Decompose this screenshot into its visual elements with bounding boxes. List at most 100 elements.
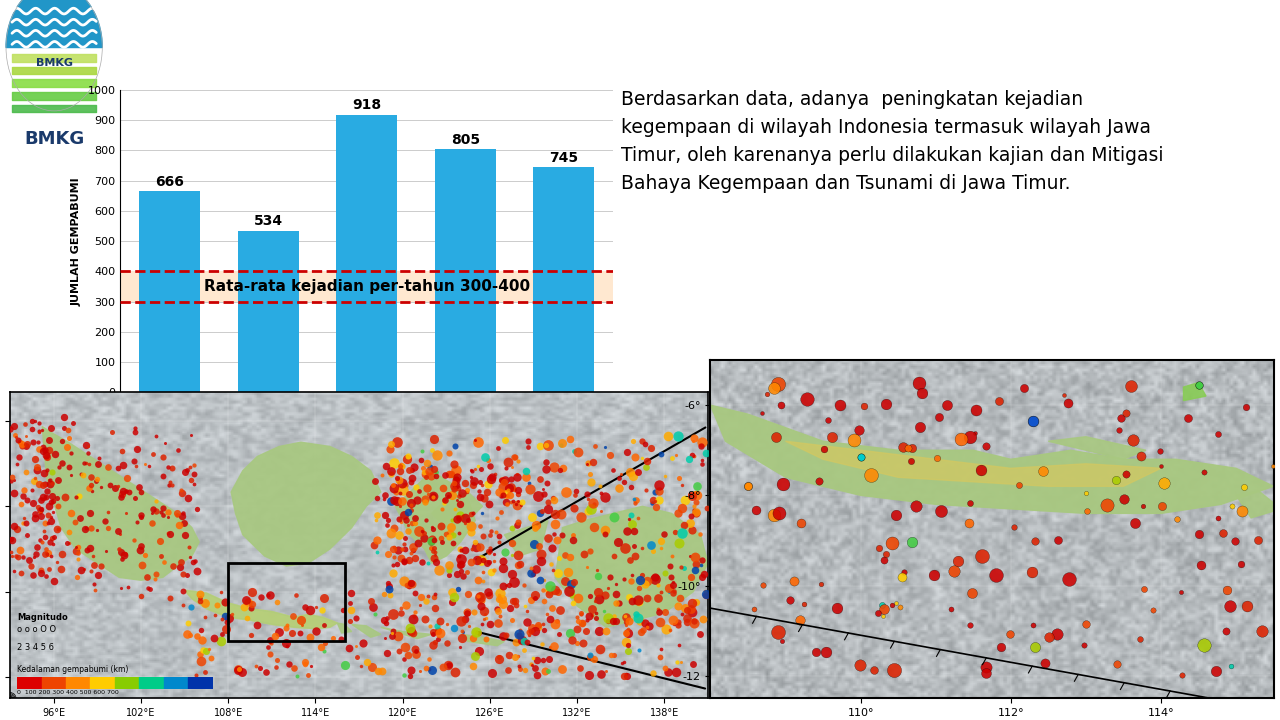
- Point: [444, 622, 465, 634]
- Point: [609, 482, 630, 494]
- Point: [1225, 535, 1245, 546]
- Point: [631, 626, 652, 638]
- Point: [383, 559, 403, 571]
- Point: [438, 490, 458, 502]
- Point: [67, 571, 87, 582]
- Point: [516, 472, 536, 483]
- Point: [481, 525, 502, 536]
- Point: [625, 597, 645, 608]
- Point: [682, 449, 703, 460]
- Point: [873, 610, 893, 621]
- Point: [631, 542, 652, 554]
- Point: [579, 610, 599, 621]
- Point: [421, 521, 442, 533]
- Point: [46, 492, 67, 504]
- Point: [502, 462, 522, 473]
- Point: [142, 518, 163, 529]
- Point: [250, 662, 270, 674]
- Point: [28, 417, 49, 428]
- Point: [180, 601, 201, 613]
- Point: [78, 440, 99, 451]
- Point: [131, 590, 151, 602]
- Point: [353, 636, 374, 648]
- Point: [189, 588, 210, 600]
- Point: [504, 484, 525, 495]
- Point: [402, 518, 422, 529]
- Point: [169, 519, 189, 531]
- Point: [444, 503, 465, 515]
- Point: [652, 542, 672, 554]
- Point: [951, 433, 972, 445]
- Point: [376, 612, 397, 624]
- Point: [558, 585, 579, 597]
- Point: [451, 553, 471, 564]
- Point: [1129, 633, 1149, 644]
- Point: [108, 526, 128, 537]
- Point: [518, 629, 539, 641]
- Point: [448, 550, 468, 562]
- Point: [404, 588, 425, 599]
- Point: [538, 439, 558, 451]
- Point: [675, 494, 695, 505]
- Point: [279, 658, 300, 670]
- Point: [401, 577, 421, 588]
- Point: [124, 455, 145, 467]
- Point: [632, 436, 653, 447]
- Point: [543, 492, 563, 503]
- Point: [493, 555, 513, 567]
- Point: [390, 552, 411, 564]
- Point: [664, 585, 685, 597]
- Point: [627, 595, 648, 606]
- Point: [645, 574, 666, 585]
- Point: [109, 528, 129, 540]
- Point: [508, 559, 529, 571]
- Point: [1, 533, 22, 544]
- Point: [814, 443, 835, 454]
- Point: [229, 663, 250, 675]
- Point: [42, 507, 63, 518]
- Point: [579, 670, 599, 681]
- Point: [426, 471, 447, 482]
- Point: [351, 660, 371, 672]
- Point: [429, 564, 449, 575]
- Point: [410, 599, 430, 611]
- Point: [488, 443, 508, 454]
- Point: [1114, 492, 1134, 504]
- Point: [86, 474, 106, 485]
- Point: [424, 591, 444, 603]
- Point: [36, 543, 56, 554]
- Point: [988, 395, 1009, 407]
- Point: [412, 526, 433, 537]
- Point: [470, 590, 490, 601]
- Point: [389, 645, 410, 657]
- Point: [458, 588, 479, 600]
- Point: [413, 463, 434, 474]
- Point: [507, 650, 527, 662]
- Point: [242, 598, 262, 610]
- Point: [567, 611, 588, 623]
- Point: [604, 611, 625, 622]
- Point: [618, 624, 639, 635]
- Point: [506, 498, 526, 510]
- Polygon shape: [1048, 437, 1146, 459]
- Point: [584, 498, 604, 510]
- Point: [675, 603, 695, 614]
- Point: [416, 662, 436, 674]
- Point: [434, 498, 454, 509]
- Point: [558, 566, 579, 577]
- Point: [805, 647, 826, 658]
- Point: [594, 524, 614, 536]
- Point: [134, 459, 155, 470]
- Point: [632, 570, 653, 581]
- Point: [415, 527, 435, 539]
- Point: [461, 526, 481, 538]
- Point: [32, 480, 52, 491]
- Point: [620, 513, 640, 525]
- Point: [508, 495, 529, 507]
- Point: [643, 495, 663, 506]
- Point: [1153, 477, 1174, 489]
- Point: [31, 534, 51, 545]
- Point: [472, 531, 493, 542]
- Point: [444, 483, 465, 495]
- Point: [550, 439, 571, 451]
